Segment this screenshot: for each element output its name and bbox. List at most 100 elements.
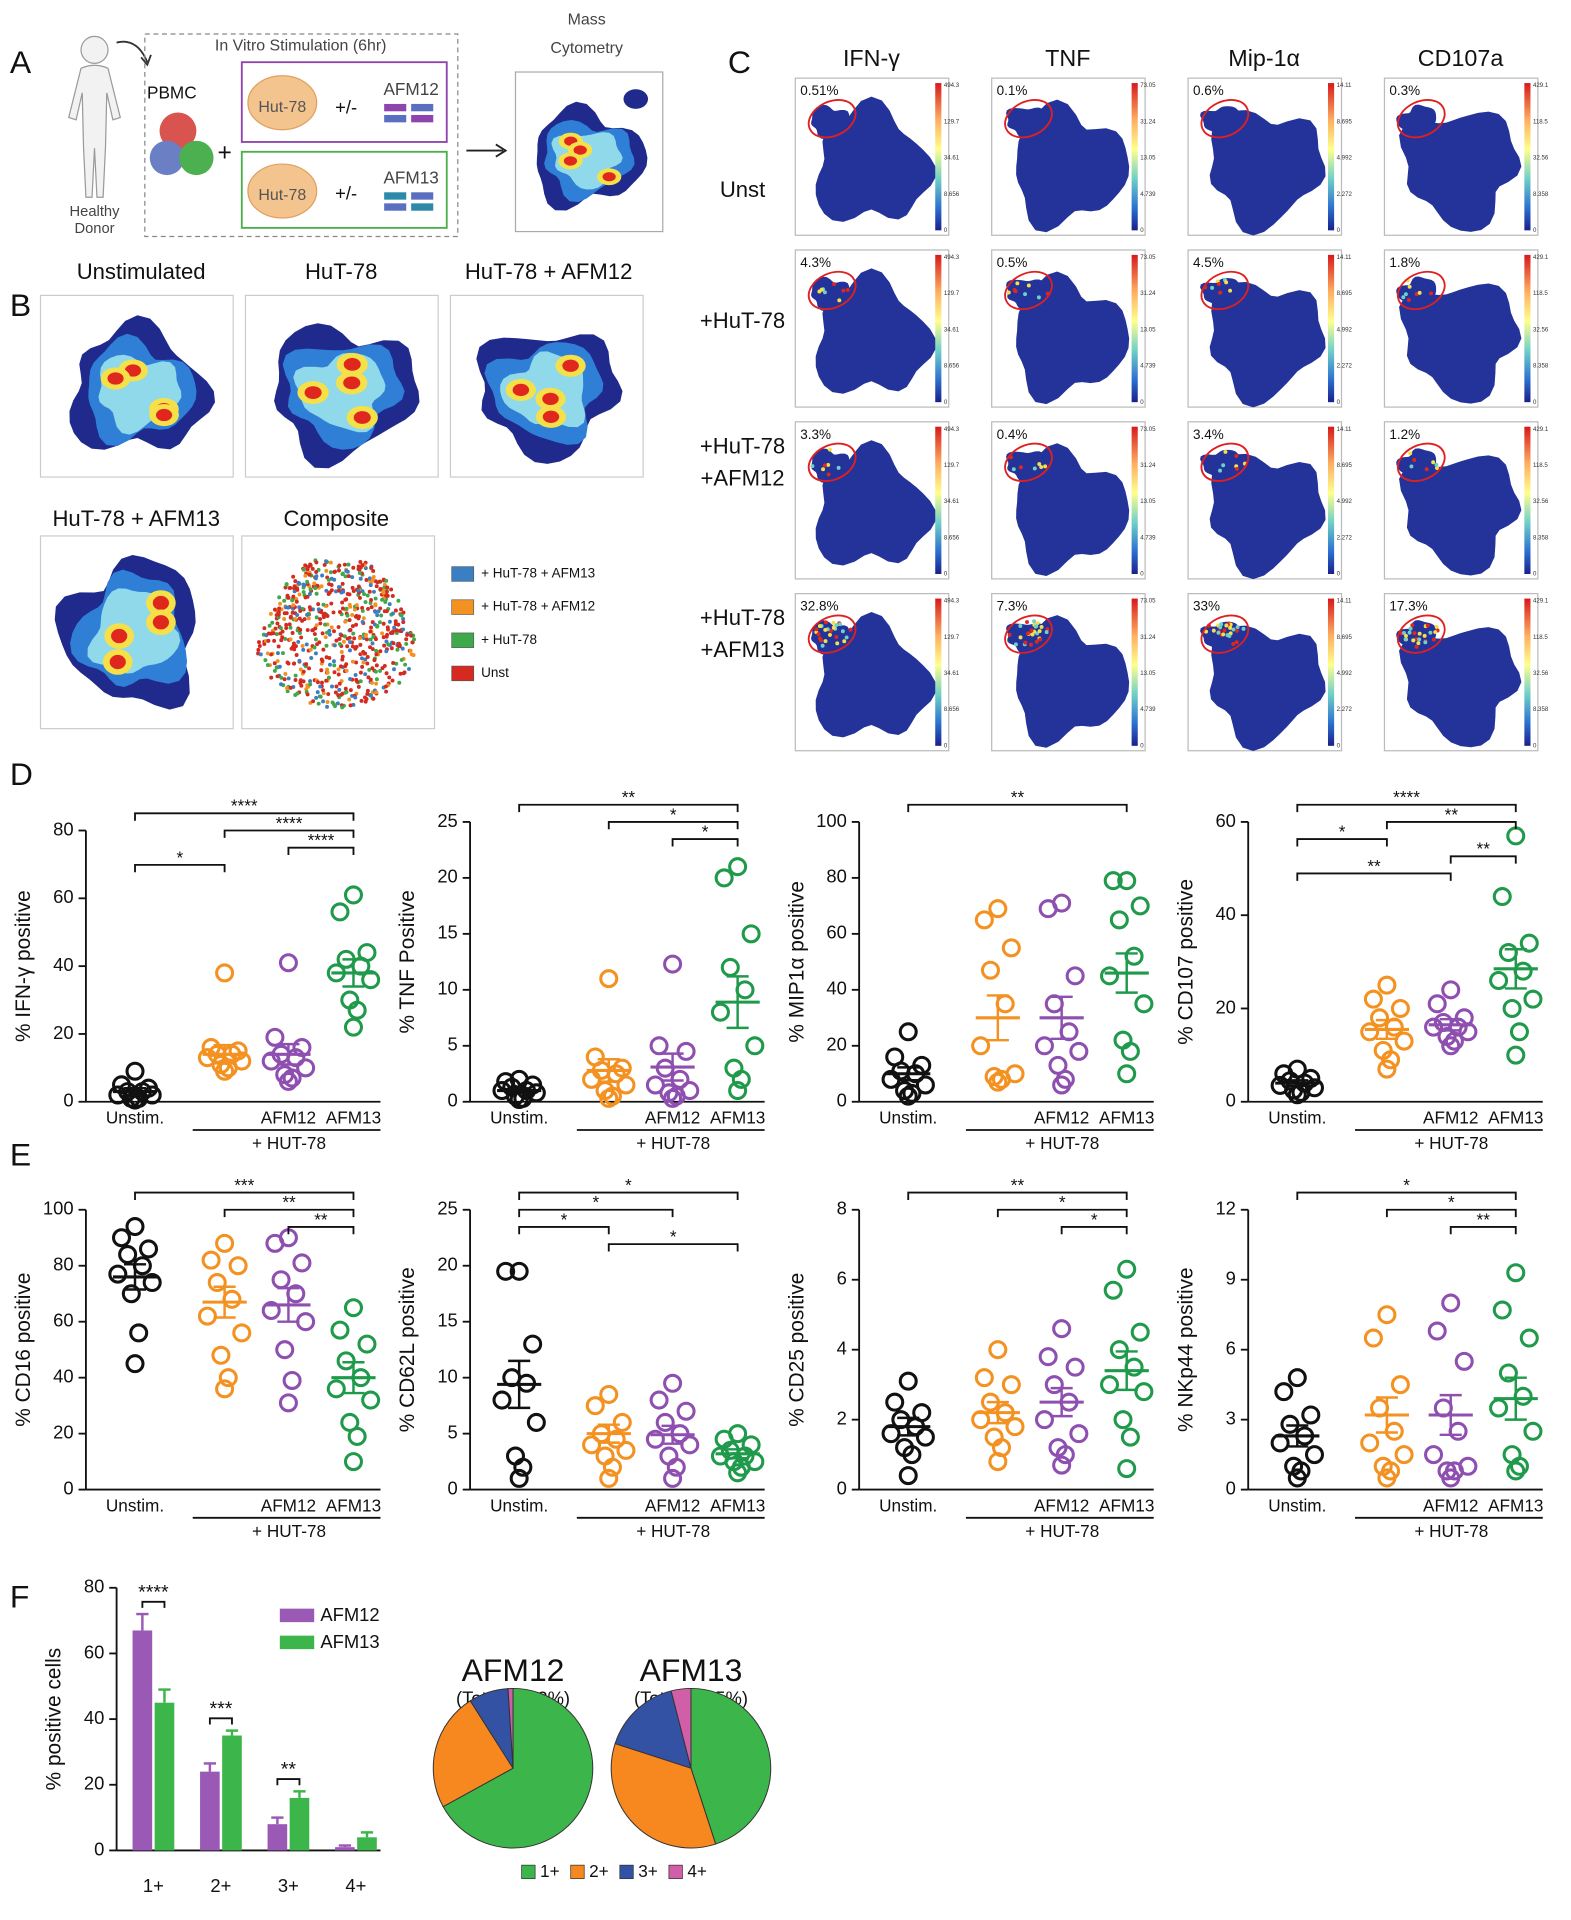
colorbar-label: 129.7 [944,634,960,641]
data-point [898,1466,918,1486]
tsne-hot-cell [1241,626,1246,631]
tsne-hot-cell [1032,619,1037,624]
composite-cell [380,631,385,636]
x-tick-label: Unstim. [106,1107,164,1127]
plot-title: HuT-78 [305,259,377,284]
significance-bracket [287,1226,355,1235]
composite-cell [295,691,300,696]
significance-bracket [1296,872,1452,881]
composite-cell [312,581,317,586]
composite-cell [329,601,334,606]
colorbar [935,426,942,575]
tsne-cells [1200,106,1243,138]
composite-cell [350,585,355,590]
arrow [116,40,149,63]
data-point [1360,1022,1380,1042]
composite-cell [324,678,329,683]
tsne-cells [811,104,851,139]
composite-cell [334,684,339,689]
legend-swatch [451,665,475,682]
composite-cell [387,619,392,624]
colorbar-label: 4.992 [1337,155,1353,162]
tsne-hot-cell [1013,289,1018,294]
y-axis-label: % CD16 positive [12,1273,35,1427]
tsne-hot-cell [1231,642,1236,646]
group-label: + HUT-78 [1414,1133,1488,1153]
tsne-hot-cell [844,635,849,640]
data-point [361,1390,381,1410]
significance-label: ** [1011,787,1025,807]
composite-cell [395,647,400,652]
composite-cell [348,677,353,681]
colorbar-label: 429.1 [1533,426,1549,433]
colorbar [1131,83,1138,231]
data-point [599,1384,619,1404]
data-point [1044,994,1064,1014]
tumor-cell [247,163,318,219]
legend-label: 1+ [540,1861,560,1881]
colorbar-label: 8.695 [1337,118,1353,125]
afm12-box [240,61,448,143]
composite-cell [370,641,375,646]
composite-cell [284,626,289,631]
colorbar-label: 8.358 [1533,191,1549,198]
colorbar-label: 129.7 [944,118,960,125]
x-tick-label: 1+ [143,1875,164,1896]
cell-line-label: Hut-78 [258,99,306,116]
data-point [1444,1031,1464,1051]
composite-cell [358,559,363,564]
composite-cell [337,568,341,573]
composite-cell [326,692,331,697]
composite-cell [297,658,302,663]
tsne-hot-cell [822,463,827,468]
tsne-hot-cell [816,632,821,637]
data-point [228,1256,248,1276]
composite-cell [288,614,293,619]
tsne-hot-cell [1029,628,1034,633]
composite-cell [278,626,283,631]
data-point [1506,1263,1526,1283]
x-tick-label: AFM13 [1488,1107,1543,1127]
composite-cell [380,597,385,602]
composite-cell [389,587,394,592]
plot-title: Unstimulated [77,259,206,284]
colorbar-label: 129.7 [944,290,960,297]
colorbar-label: 2.272 [1337,706,1353,713]
composite-cell [342,634,347,639]
data-point [1109,1340,1129,1360]
colorbar-label: 2.272 [1337,363,1353,370]
significance-label: * [561,1209,568,1229]
significance-label: * [670,1227,677,1247]
composite-cell [291,574,296,579]
composite-cell [356,584,361,589]
colorbar-label: 32.56 [1533,498,1549,505]
data-point [492,1390,512,1410]
tsne-hot-cell [1228,625,1233,630]
data-point [915,1427,935,1447]
density-hotspot [563,156,578,166]
significance-label: ** [1011,1175,1025,1195]
data-point [1394,1031,1414,1051]
composite-cell [405,632,410,637]
marker-title: CD107a [1418,45,1504,71]
tsne-hot-cell [1422,633,1427,638]
composite-cell [263,658,268,663]
data-point [215,1379,235,1399]
composite-cell [371,696,376,701]
condition-label: +HuT-78 [700,433,785,458]
gate [807,614,857,654]
colorbar-label: 13.05 [1140,155,1156,162]
pie-title: AFM13 [640,1652,743,1688]
composite-cell [257,644,262,648]
significance-bracket [671,838,739,847]
tsne-hot-cell [1033,624,1038,629]
composite-cell [408,648,413,653]
composite-cell [381,621,386,626]
tsne-hot-cell [1234,454,1239,458]
composite-cell [363,699,368,704]
gate-percentage: 7.3% [997,599,1028,614]
composite-cell [365,661,370,666]
composite-cell [367,576,372,581]
tsne-cells [1016,443,1130,576]
composite-cell [323,622,328,627]
